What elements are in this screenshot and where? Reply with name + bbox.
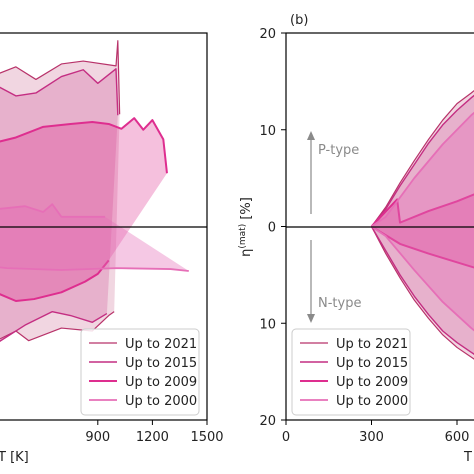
- panel-a-series-lower-line-4: [0, 266, 189, 272]
- panel-a-series-area-2: [0, 68, 118, 342]
- panel-a-series-upper-line-2: [0, 68, 119, 116]
- panel-a-x-tick-label-1: 900: [85, 430, 110, 445]
- panel-b-legend-label-2: Up to 2015: [336, 356, 408, 371]
- panel-a-series-upper-line-4: [0, 203, 106, 218]
- panel-b-legend-box: [291, 328, 411, 416]
- panel-a-legend-label-1: Up to 2021: [125, 337, 197, 352]
- p-type-arrow-head: [307, 131, 315, 140]
- panel-a-legend: Up to 2021 Up to 2015 Up to 2009 Up to 2000: [80, 328, 200, 416]
- panel-a-x-ticks: 900 1200 1500: [85, 420, 224, 445]
- panel-a-series-area-3: [0, 118, 167, 301]
- panel-b-y-tick-label-5: 20: [259, 414, 276, 429]
- panel-a-axes-frame: [0, 32, 208, 421]
- panel-a-legend-label-3: Up to 2009: [125, 375, 197, 390]
- panel-b-y-axis-label: η(mat) [%]: [238, 197, 254, 257]
- panel-b-series-area-3: [371, 194, 474, 268]
- panel-b-legend-label-1: Up to 2021: [336, 337, 408, 352]
- n-type-label: N-type: [318, 296, 361, 311]
- panel-b-x-tick-label-1: 0: [282, 430, 290, 445]
- panel-b-legend-label-3: Up to 2009: [336, 375, 408, 390]
- panel-a-series-lower-line-2: [0, 310, 108, 342]
- n-type-arrow-head: [307, 314, 315, 323]
- panel-b-series-lower-line-3: [370, 225, 474, 269]
- panel-a-plot-area: [0, 40, 189, 342]
- p-type-label: P-type: [318, 143, 359, 158]
- panel-a-x-axis-label: T [K]: [0, 450, 29, 465]
- panel-a-legend-label-4: Up to 2000: [125, 394, 197, 409]
- panel-b-series-lower-line-2: [370, 226, 474, 355]
- panel-a-x-tick-label-2: 1200: [136, 430, 169, 445]
- panel-b-series-upper-line-2: [370, 94, 474, 227]
- panel-b-y-tick-label-3: 0: [268, 221, 276, 236]
- panel-b-series-upper-line-4: [370, 111, 474, 228]
- panel-a-x-axis-label-text: T [K]: [0, 450, 29, 465]
- panel-a-series-upper-line-1: [0, 40, 121, 115]
- panel-b-chart: (b) 0 300 600 20 10 0 10 20 η(mat) [%] T P-typ…: [238, 13, 474, 465]
- panel-b-plot-area: [370, 89, 474, 360]
- panel-b-series-area-4: [371, 112, 474, 331]
- panel-b-series-upper-line-3: [370, 193, 474, 228]
- panel-a-series-lower-line-1: [0, 311, 115, 342]
- panel-b-series-lower-line-1: [370, 226, 474, 360]
- panel-a-series-lower-line-3: [0, 259, 110, 302]
- panel-a-series-area-1: [0, 40, 120, 341]
- panel-a-series-upper-line-3: [0, 117, 168, 174]
- panel-b-series-lower-line-4: [370, 225, 474, 332]
- panel-a-legend-box: [80, 328, 200, 416]
- panel-b-y-tick-label-1: 20: [259, 27, 276, 42]
- panel-b-series-upper-line-1: [371, 89, 474, 227]
- panel-b-x-tick-label-2: 300: [359, 430, 384, 445]
- panel-a-series-area-4: [0, 204, 189, 272]
- panel-a-x-tick-label-3: 1500: [190, 430, 223, 445]
- panel-b-y-tick-label-4: 10: [259, 317, 276, 332]
- panel-b-x-ticks: 0 300 600: [282, 420, 470, 445]
- panel-b-label: (b): [290, 13, 308, 28]
- panel-b-legend-label-4: Up to 2000: [336, 394, 408, 409]
- panel-b-x-tick-label-3: 600: [445, 430, 470, 445]
- panel-b-series-area-1: [371, 90, 474, 359]
- panel-b-y-tick-label-2: 10: [259, 124, 276, 139]
- panel-b-series-area-2: [371, 95, 474, 355]
- panel-b-legend: Up to 2021 Up to 2015 Up to 2009 Up to 2000: [291, 328, 411, 416]
- panel-b-x-axis-label: T: [463, 450, 472, 465]
- panel-a-legend-label-2: Up to 2015: [125, 356, 197, 371]
- panel-b-y-ticks: 20 10 0 10 20: [259, 27, 286, 429]
